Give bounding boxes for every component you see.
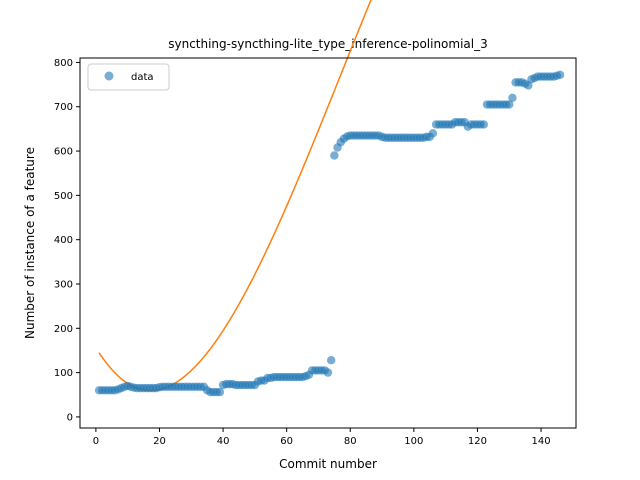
x-tick-label: 140 [531,436,550,447]
data-point [505,100,514,109]
legend-box [87,63,170,91]
plot-background [80,58,576,428]
y-axis: 0 100 200 300 400 500 600 700 800 [54,58,80,423]
y-tick-label: 0 [67,412,73,423]
x-axis: 0 20 40 60 80 100 120 140 [93,428,551,447]
y-tick-label: 400 [54,235,73,246]
fit-line [98,0,372,392]
y-tick-label: 200 [54,324,73,335]
data-points [94,70,565,397]
y-tick-label: 100 [54,368,73,379]
data-point [524,81,533,90]
data-point [508,93,517,103]
data-point [326,356,336,365]
data-point [555,70,565,80]
y-tick-label: 700 [54,102,73,113]
data-point [428,129,438,138]
x-tick-label: 80 [344,436,357,447]
y-axis-title: Number of instance of a feature [23,147,37,339]
chart-title: syncthing-syncthing-lite_type_inference-… [168,37,488,51]
y-tick-label: 300 [54,279,73,290]
data-point [323,368,333,377]
plot-area [79,0,577,429]
data-point [479,120,488,129]
legend-label-data: data [131,72,154,83]
data-point [330,151,339,160]
y-tick-label: 600 [54,147,73,158]
x-axis-title: Commit number [279,457,377,471]
x-tick-label: 100 [404,436,423,447]
legend: data [87,63,170,91]
x-tick-label: 20 [153,436,166,447]
y-tick-label: 500 [54,191,73,202]
y-tick-label: 800 [54,58,73,69]
plot-frame [79,57,577,429]
fit-layer [98,0,372,392]
x-tick-label: 40 [217,436,230,447]
x-tick-label: 120 [468,436,487,447]
x-tick-label: 60 [280,436,293,447]
x-tick-label: 0 [93,436,99,447]
legend-marker-data [104,71,114,81]
data-point [215,387,225,397]
